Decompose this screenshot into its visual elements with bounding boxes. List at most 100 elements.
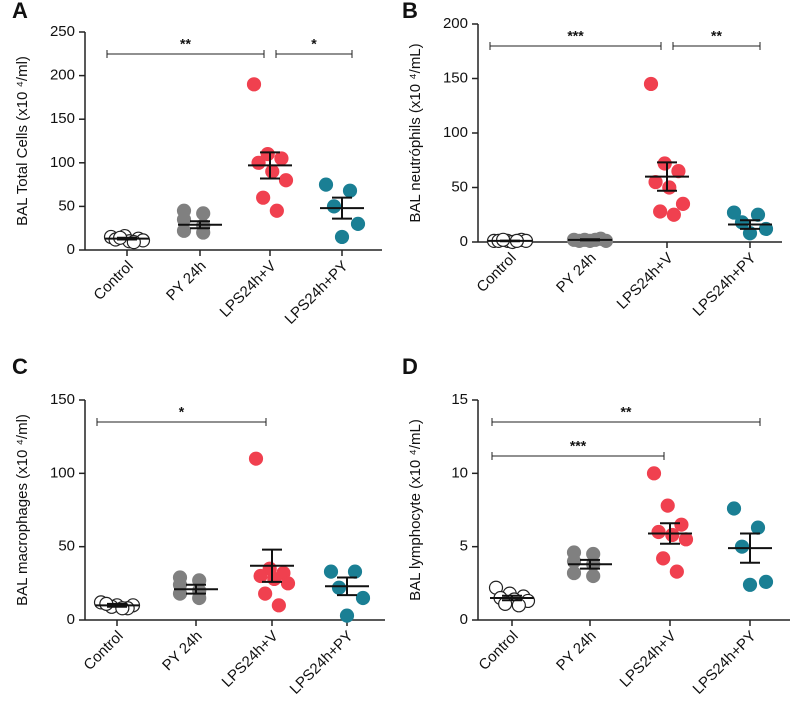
y-axis-label: BAL lymphocyte (x10 ⁴/mL) — [407, 419, 424, 601]
panel-letter: C — [12, 354, 28, 379]
data-point — [251, 155, 266, 170]
x-tick-label: LPS24h+PY — [287, 628, 357, 698]
y-axis-label: BAL macrophages (x10 ⁴/ml) — [14, 414, 31, 606]
data-point — [278, 173, 294, 188]
data-point — [678, 532, 694, 547]
y-tick-label: 0 — [67, 241, 75, 258]
data-point — [750, 520, 766, 535]
y-tick-label: 200 — [443, 15, 468, 32]
x-tick-label: Control — [90, 258, 136, 304]
data-point — [742, 577, 758, 592]
data-point — [666, 207, 681, 222]
data-point — [258, 586, 273, 601]
y-tick-label: 100 — [443, 124, 468, 141]
y-tick-label: 100 — [50, 464, 75, 481]
y-tick-label: 200 — [50, 67, 75, 84]
data-point — [653, 204, 668, 219]
y-tick-label: 150 — [50, 110, 75, 127]
data-point — [566, 554, 582, 569]
data-point — [246, 77, 262, 92]
x-tick-label: LPS24h+V — [219, 628, 282, 691]
significance-label: * — [311, 36, 317, 52]
data-point — [196, 206, 211, 221]
data-point — [347, 564, 363, 579]
data-point — [323, 564, 339, 579]
data-point — [318, 177, 334, 192]
y-tick-label: 150 — [443, 69, 468, 86]
data-point — [256, 190, 271, 205]
significance-label: * — [179, 404, 185, 420]
data-point — [350, 216, 366, 231]
data-point — [643, 76, 659, 92]
y-tick-label: 0 — [460, 233, 468, 250]
y-tick-label: 10 — [451, 464, 468, 481]
x-tick-label: LPS24h+PY — [690, 628, 760, 698]
data-point — [758, 574, 774, 589]
x-tick-label: Control — [475, 628, 521, 674]
data-point — [196, 225, 211, 240]
data-point — [274, 151, 289, 166]
x-tick-label: PY 24h — [159, 628, 206, 675]
data-point — [265, 164, 280, 179]
y-tick-label: 0 — [460, 611, 468, 628]
significance-label: ** — [621, 404, 632, 420]
data-point — [660, 498, 675, 513]
y-tick-label: 15 — [451, 391, 468, 408]
data-point — [326, 199, 342, 214]
data-point — [586, 568, 601, 584]
data-point — [192, 590, 207, 606]
y-tick-label: 50 — [58, 538, 75, 555]
data-point — [726, 501, 742, 516]
data-point — [248, 451, 264, 466]
data-point — [271, 598, 286, 613]
y-tick-label: 50 — [58, 197, 75, 214]
y-tick-label: 5 — [460, 538, 468, 555]
y-tick-label: 100 — [50, 154, 75, 171]
data-point — [656, 551, 671, 566]
significance-label: *** — [567, 28, 584, 44]
data-point — [657, 156, 672, 171]
data-point — [669, 564, 684, 579]
data-point — [355, 590, 371, 606]
data-point — [646, 466, 662, 481]
data-point — [671, 164, 686, 179]
data-point — [342, 183, 358, 198]
data-point — [269, 203, 284, 218]
significance-label: *** — [570, 438, 587, 454]
data-point — [662, 180, 677, 195]
data-point — [339, 608, 355, 623]
y-axis-label: BAL Total Cells (x10 ⁴/ml) — [14, 56, 31, 226]
x-tick-label: LPS24h+PY — [282, 258, 352, 328]
x-tick-label: LPS24h+V — [217, 258, 280, 321]
panel-letter: D — [402, 354, 418, 379]
data-point — [331, 580, 347, 595]
y-tick-label: 250 — [50, 23, 75, 40]
significance-label: ** — [180, 36, 191, 52]
data-point — [253, 568, 268, 584]
x-tick-label: PY 24h — [163, 258, 210, 305]
data-point — [674, 517, 689, 532]
data-point — [267, 571, 282, 587]
panel-letter: B — [402, 0, 418, 23]
data-point — [651, 524, 666, 540]
data-point — [726, 205, 742, 220]
significance-label: ** — [711, 28, 722, 44]
panel-letter: A — [12, 0, 28, 23]
x-tick-label: Control — [473, 250, 519, 296]
data-point — [648, 174, 663, 190]
data-point — [675, 196, 691, 211]
y-tick-label: 0 — [67, 611, 75, 628]
x-tick-label: Control — [80, 628, 126, 674]
y-tick-label: 50 — [451, 178, 468, 195]
data-point — [665, 527, 680, 543]
x-tick-label: PY 24h — [553, 628, 600, 675]
x-tick-label: PY 24h — [553, 250, 600, 297]
y-axis-label: BAL neutróphils (x10 ⁴/mL) — [407, 43, 424, 222]
data-point — [176, 223, 192, 238]
data-point — [734, 215, 750, 230]
data-point — [566, 565, 582, 581]
y-tick-label: 150 — [50, 391, 75, 408]
x-tick-label: LPS24h+V — [614, 250, 677, 313]
data-point — [734, 539, 750, 554]
